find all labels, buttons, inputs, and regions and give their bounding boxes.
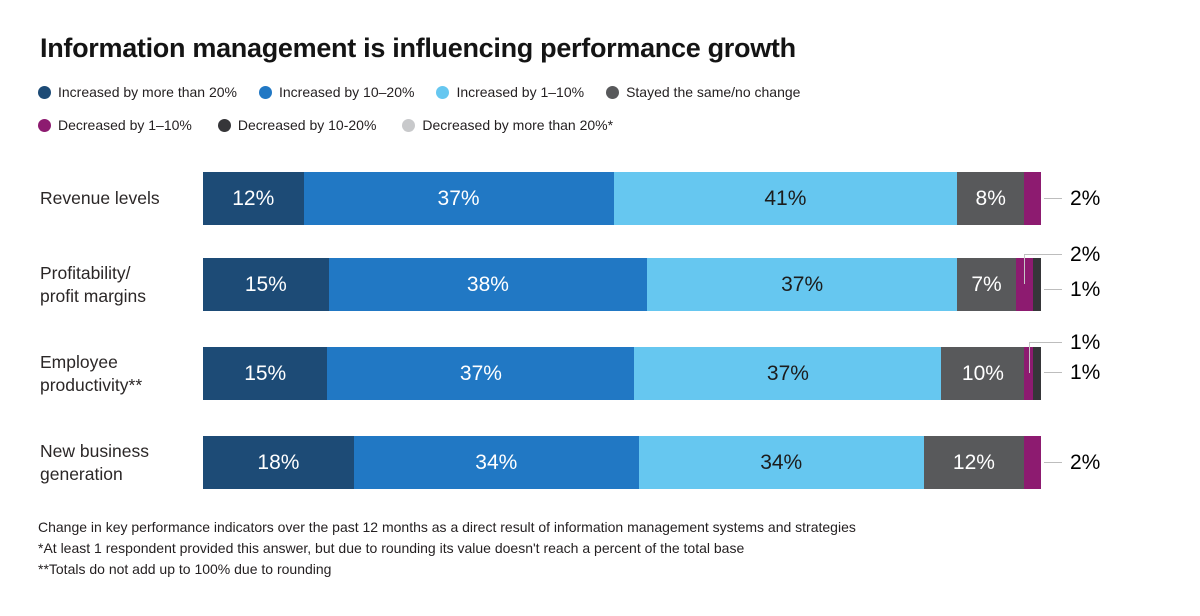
category-label-line: Profitability/ [40, 262, 131, 283]
legend-dot-icon [259, 85, 272, 99]
bar-segment [1032, 258, 1041, 311]
stacked-bar: 12% 37% 41% 8% [203, 172, 1041, 225]
bar-segment: 38% [328, 258, 648, 311]
legend-item: Decreased by 10-20% [217, 117, 377, 133]
legend-dot-icon [38, 85, 51, 99]
legend-item: Decreased by 1–10% [38, 117, 192, 133]
footnote-description: Change in key performance indicators ove… [38, 519, 856, 535]
category-label-line: profit margins [40, 285, 147, 306]
legend-label: Decreased by 10-20% [237, 117, 377, 133]
callout-line [1044, 289, 1062, 290]
category-label: Employee productivity** [40, 347, 142, 400]
legend-label: Decreased by more than 20%* [422, 117, 614, 133]
bar-segment: 8% [957, 172, 1025, 225]
footnotes: Change in key performance indicators ove… [38, 517, 856, 580]
bar-segment: 37% [327, 347, 635, 400]
bar-row: Employee productivity** 15% 37% 37% 10% 1% 1% [0, 331, 1200, 400]
legend-item: Stayed the same/no change [606, 84, 800, 100]
bar-segment: 34% [638, 436, 924, 489]
callout-line [1044, 197, 1062, 199]
legend-dot-icon [402, 118, 416, 132]
legend-item: Increased by 10–20% [259, 84, 414, 100]
callout-line [1024, 254, 1062, 255]
bar-segment: 37% [647, 258, 958, 311]
callout-value-label: 1% [1070, 278, 1101, 301]
legend-dot-icon [606, 85, 620, 99]
category-label-line: New business [40, 440, 149, 461]
bar-segment: 12% [203, 172, 304, 225]
callout-line [1028, 342, 1062, 343]
callout-line [1044, 372, 1062, 373]
category-label: Profitability/profit margins [40, 258, 146, 311]
bar-segment [1015, 258, 1033, 311]
legend-row-2: Decreased by 1–10% Decreased by 10-20% Dec… [38, 117, 613, 133]
callout-value-label: 2% [1070, 186, 1101, 210]
chart-title: Information management is influencing pe… [40, 33, 796, 63]
bar-segment: 41% [613, 172, 958, 225]
legend-row-1: Increased by more than 20% Increased by 1… [38, 84, 800, 100]
legend-dot-icon [217, 118, 231, 132]
stacked-bar: 18% 34% 34% 12% [203, 436, 1041, 489]
bar-segment: 7% [957, 258, 1016, 311]
bar-segment [1032, 347, 1041, 400]
callout-value-label: 2% [1070, 243, 1101, 266]
bar-segment [1024, 347, 1033, 400]
footnote-asterisk: *At least 1 respondent provided this ans… [38, 540, 745, 556]
category-label-line: productivity** [40, 374, 143, 395]
legend-label: Decreased by 1–10% [58, 117, 192, 133]
stacked-bar: 15% 37% 37% 10% [203, 347, 1041, 400]
stacked-bar: 15% 38% 37% 7% [203, 258, 1041, 311]
callout-value-label: 2% [1070, 450, 1101, 474]
callout-line [1028, 343, 1030, 373]
legend-dot-icon [38, 118, 51, 132]
bar-segment [1024, 436, 1041, 489]
bar-segment: 15% [203, 258, 329, 311]
bar-segment: 10% [941, 347, 1025, 400]
bar-row: New business generation 18% 34% 34% 12% 2% [0, 436, 1200, 489]
bar-row: Revenue levels 12% 37% 41% 8% 2% [0, 172, 1200, 225]
category-label: Revenue levels [40, 172, 160, 225]
category-label-line: Employee [40, 351, 118, 372]
bar-segment: 12% [923, 436, 1025, 489]
footnote-double-asterisk: **Totals do not add up to 100% due to ro… [38, 561, 332, 577]
legend-label: Increased by more than 20% [58, 84, 237, 100]
callout-line [1024, 255, 1026, 284]
legend-label: Increased by 1–10% [456, 84, 585, 100]
callout-value-label: 1% [1070, 331, 1101, 354]
bar-segment: 37% [634, 347, 942, 400]
category-label: New business generation [40, 436, 149, 489]
legend-item: Decreased by more than 20%* [402, 117, 613, 133]
callout-line [1044, 461, 1062, 463]
bar-segment: 34% [353, 436, 639, 489]
legend-item: Increased by 1–10% [436, 84, 584, 100]
category-label-line: Revenue levels [40, 188, 160, 208]
bar-segment: 15% [203, 347, 328, 400]
legend-item: Increased by more than 20% [38, 84, 237, 100]
bar-segment: 37% [303, 172, 614, 225]
legend-label: Stayed the same/no change [626, 84, 801, 100]
bar-segment [1024, 172, 1041, 225]
legend-dot-icon [436, 85, 450, 99]
callout-value-label: 1% [1070, 361, 1101, 384]
bar-segment: 18% [203, 436, 354, 489]
bar-row: Profitability/profit margins 15% 38% 37% 7% 2… [0, 243, 1200, 311]
legend-label: Increased by 10–20% [279, 84, 415, 100]
category-label-line: generation [40, 463, 123, 484]
